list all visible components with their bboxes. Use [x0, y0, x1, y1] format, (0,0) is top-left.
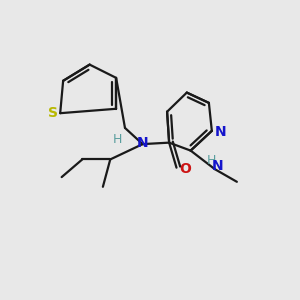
Text: O: O: [179, 162, 191, 176]
Text: H: H: [207, 154, 216, 167]
Text: N: N: [137, 136, 148, 150]
Text: N: N: [215, 125, 226, 139]
Text: N: N: [212, 159, 224, 173]
Text: H: H: [113, 133, 122, 146]
Text: S: S: [48, 106, 58, 120]
